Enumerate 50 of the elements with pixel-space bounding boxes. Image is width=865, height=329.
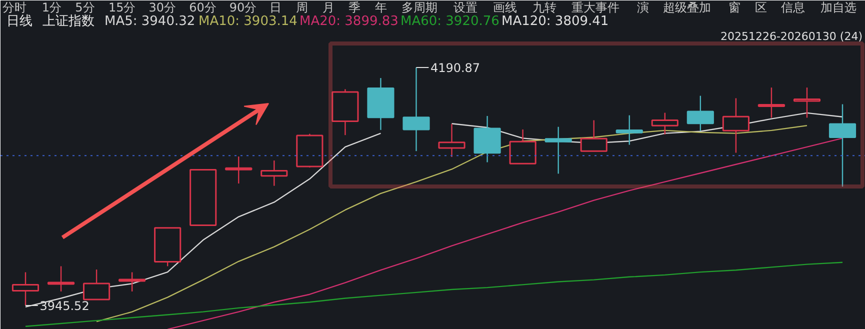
text: 画线 <box>492 0 517 14</box>
candlestick <box>332 88 359 136</box>
text: 重大事件 <box>572 0 620 14</box>
text: 季 <box>348 0 361 14</box>
text: 月 <box>322 0 334 14</box>
text: 1分 <box>42 0 62 14</box>
chart-subtitle: 上证指数 <box>42 14 94 29</box>
text: 15分 <box>108 0 136 14</box>
text: 演 <box>636 0 649 14</box>
text: 分时 <box>2 0 26 14</box>
annotation: 4190.87 <box>430 61 480 75</box>
candlestick <box>83 268 110 300</box>
candlestick <box>190 169 217 226</box>
text: 信息 <box>781 0 806 14</box>
candlestick <box>616 114 643 146</box>
candlestick <box>793 86 821 118</box>
candlestick <box>225 156 252 184</box>
candlestick <box>474 115 501 163</box>
text: MA10: 3903.14 <box>198 14 298 29</box>
legend-label: MA120: 3809.41 <box>502 14 609 29</box>
text: 窗 <box>728 0 741 14</box>
text: 60分 <box>189 0 216 14</box>
candlestick <box>367 77 394 131</box>
candlestick <box>758 86 785 118</box>
text: 多周期 <box>401 0 438 14</box>
candlestick <box>438 123 466 158</box>
text: 日 <box>270 0 282 14</box>
text: 30分 <box>148 0 176 14</box>
candlestick <box>544 126 572 174</box>
text: 设置 <box>454 0 478 14</box>
text: 加自选 <box>820 0 856 14</box>
candlestick <box>828 104 856 188</box>
text: 九转 <box>532 0 556 14</box>
text: MA5: 3940.32 <box>104 14 196 29</box>
text: 周 <box>296 0 308 14</box>
candlestick <box>722 98 750 154</box>
text: 年 <box>375 0 387 14</box>
text: MA60: 3920.76 <box>400 14 500 29</box>
candlestick <box>260 160 288 186</box>
text: 5分 <box>75 0 95 14</box>
chart-title: 日线 <box>6 14 32 29</box>
text: 90分 <box>229 0 257 14</box>
candlestick <box>580 120 608 152</box>
text: 区 <box>754 0 767 14</box>
annotation: 3945.52 <box>40 299 90 313</box>
text: MA20: 3899.83 <box>300 14 398 29</box>
text: 超级叠加 <box>663 0 712 14</box>
candlestick <box>402 66 430 152</box>
candlestick <box>509 128 536 164</box>
text: 20251226-20260130 (24) <box>720 30 863 43</box>
